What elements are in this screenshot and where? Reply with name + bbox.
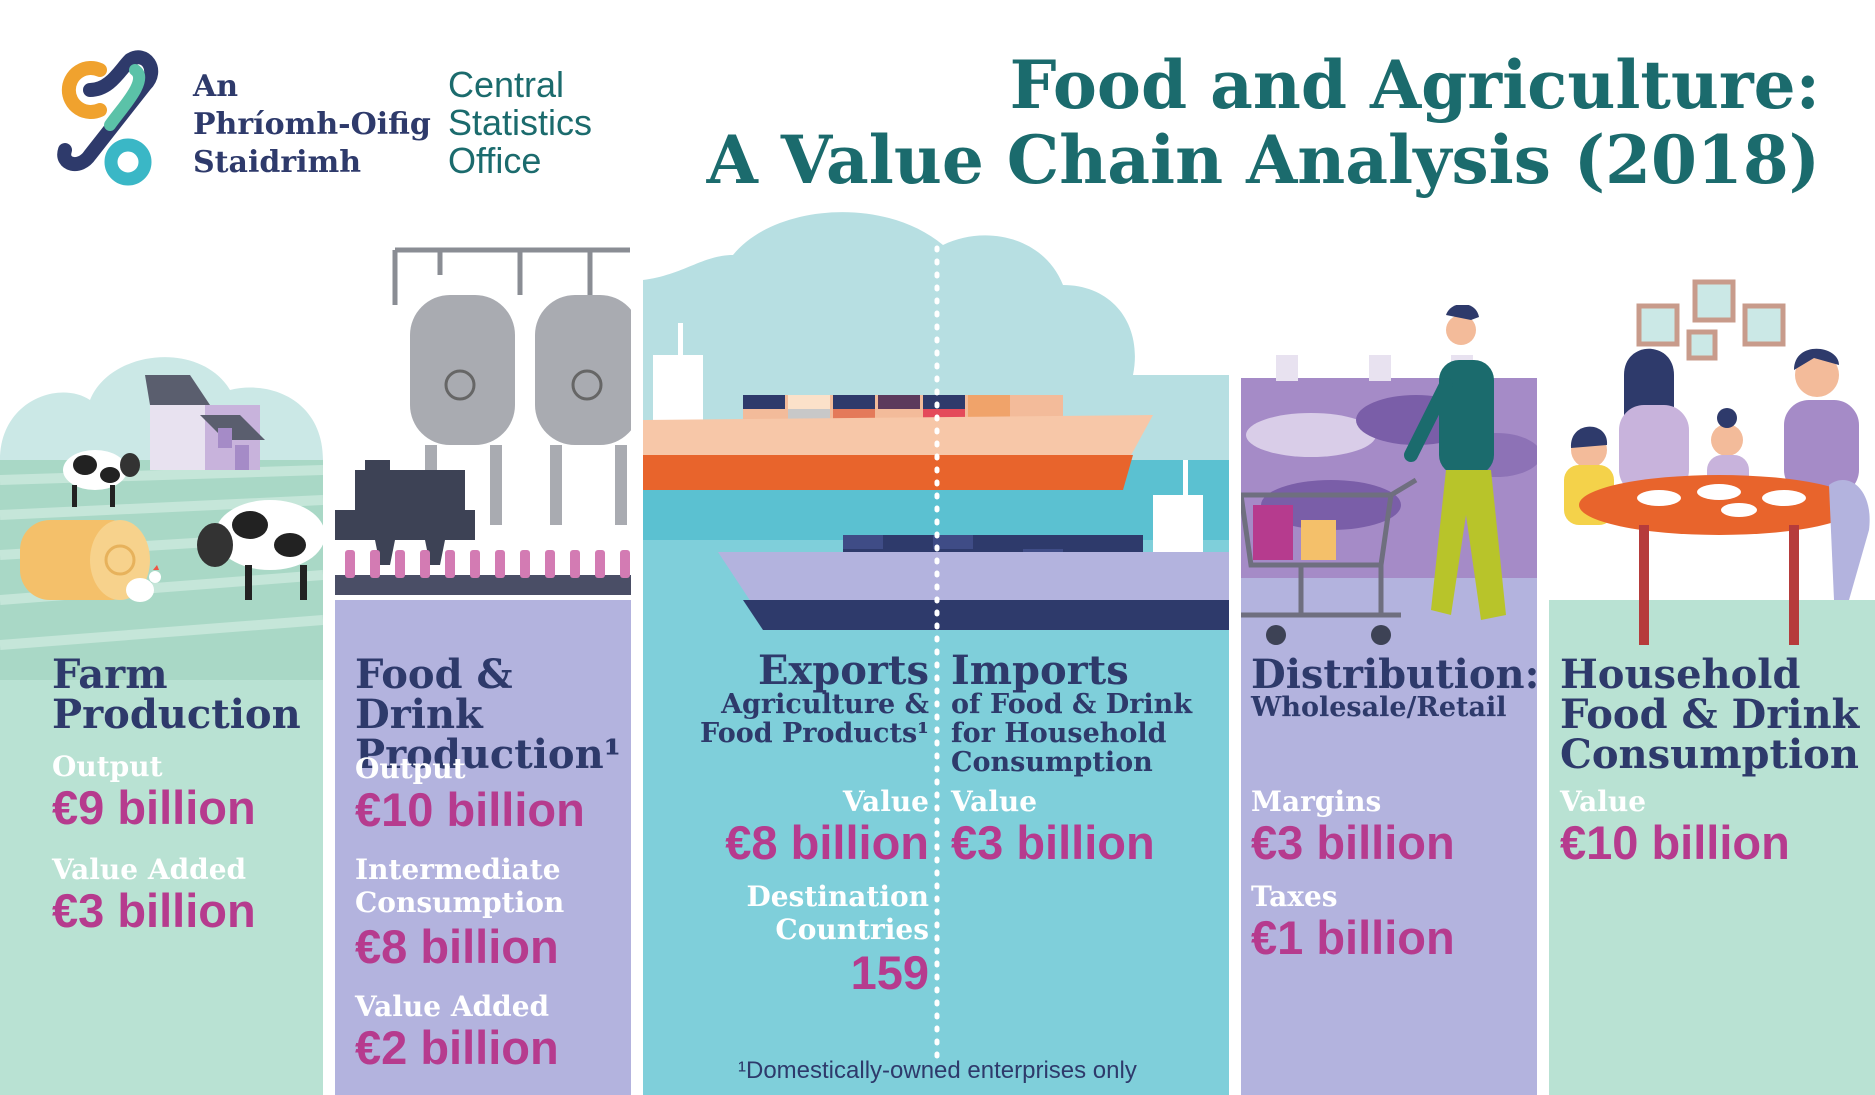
farmhouse-icon [145,375,265,470]
intermediate-label-line: Consumption [355,886,565,919]
page-title-line: A Value Chain Analysis (2018) [706,121,1820,199]
bottling-machine-icon [335,460,475,565]
food-drink-heading-line: Production¹ [355,731,622,778]
ships-illustration [643,212,1229,1095]
distribution-panel: Distribution: Wholesale/Retail Margins €… [1241,305,1537,1095]
bottles-icon [345,550,630,578]
farm-illustration [0,357,323,680]
food-drink-output-label: Output [355,752,466,785]
household-heading: Household Food & Drink Consumption [1560,655,1859,775]
destination-countries-label: Destination Countries [746,880,929,946]
farm-heading: Farm Production [52,655,301,735]
intermediate-label-line: Intermediate [355,853,561,886]
food-drink-value-added-value: €2 billion [355,1021,559,1074]
logo-english-line: Statistics [448,102,593,143]
distribution-subheading: Wholesale/Retail [1251,692,1507,723]
import-ship-icon [718,460,1229,630]
food-drink-heading-line: Food & Drink [355,651,513,738]
farm-output-label: Output [52,750,163,783]
family-dinner-illustration [1564,279,1870,645]
farm-value-added-value: €3 billion [52,884,256,937]
logo-irish-line: Staidrimh [193,145,362,180]
exports-subheading-line: Agriculture & [721,689,929,720]
destination-label-line: Countries [775,913,929,946]
taxes-value: €1 billion [1251,911,1455,964]
household-heading-line: Consumption [1560,731,1859,778]
chicken-icon [126,565,161,602]
household-value-label: Value [1560,785,1647,818]
exports-subheading-line: Food Products¹ [700,718,929,749]
imports-subheading-line: of Food & Drink [951,689,1193,720]
cow-icon [197,500,323,600]
cow-icon [63,450,140,507]
exports-value: €8 billion [725,816,929,869]
picture-frame-icon [1636,279,1786,361]
household-heading-line: Food & Drink [1560,691,1860,738]
food-drink-production-panel: Food & Drink Production¹ Output €10 bill… [335,245,631,1095]
distribution-heading: Distribution: [1251,651,1537,698]
imports-subheading-line: Consumption [951,747,1153,778]
farm-output-value: €9 billion [52,781,256,834]
farm-heading-line: Production [52,691,301,738]
exports-subheading: Agriculture & Food Products¹ [700,690,929,748]
page-title: Food and Agriculture: A Value Chain Anal… [707,48,1820,198]
food-drink-value-added-label: Value Added [355,990,550,1023]
imports-subheading: of Food & Drink for Household Consumptio… [951,690,1192,777]
margins-value: €3 billion [1251,816,1455,869]
imports-value: €3 billion [951,816,1155,869]
csO-logo [50,50,170,190]
margins-label: Margins [1251,785,1382,818]
farm-heading-line: Farm [52,651,168,698]
imports-value-label: Value [951,785,1038,818]
imports-heading: Imports [951,647,1129,694]
factory-illustration [335,247,631,595]
destination-countries-value: 159 [850,946,929,999]
food-drink-output-value: €10 billion [355,783,585,836]
household-panel: Household Food & Drink Consumption Value… [1549,270,1875,1095]
logo-irish-text: An Phríomh-Oifig Staidrimh [193,68,431,182]
logo-mark-icon [57,50,159,186]
trade-panel: Exports Agriculture & Food Products¹ Val… [643,205,1229,1095]
household-value: €10 billion [1560,816,1790,869]
shopping-cart-icon [1241,477,1418,618]
shopper-icon [1404,305,1506,620]
taxes-label: Taxes [1251,880,1338,913]
imports-subheading-line: for Household [951,718,1167,749]
logo-english-line: Central [448,64,565,105]
dining-table-icon [1579,475,1859,645]
household-heading-line: Household [1560,651,1801,698]
exports-value-label: Value [842,785,929,818]
exports-heading: Exports [757,647,929,694]
intermediate-consumption-value: €8 billion [355,920,559,973]
export-ship-icon [643,323,1153,490]
food-drink-heading: Food & Drink Production¹ [355,655,631,775]
intermediate-consumption-label: Intermediate Consumption [355,853,564,919]
farm-production-panel: Farm Production Output €9 billion Value … [0,340,323,1095]
footnote: ¹Domestically-owned enterprises only [738,1057,1137,1084]
page-title-line: Food and Agriculture: [1009,46,1820,124]
logo-english-line: Office [448,140,542,181]
logo-irish-line: Phríomh-Oifig [193,107,431,142]
logo-irish-line: An [193,69,239,104]
farm-value-added-label: Value Added [52,853,247,886]
destination-label-line: Destination [746,880,929,913]
supermarket-illustration [1241,305,1537,645]
logo-english-text: Central Statistics Office [448,66,592,180]
